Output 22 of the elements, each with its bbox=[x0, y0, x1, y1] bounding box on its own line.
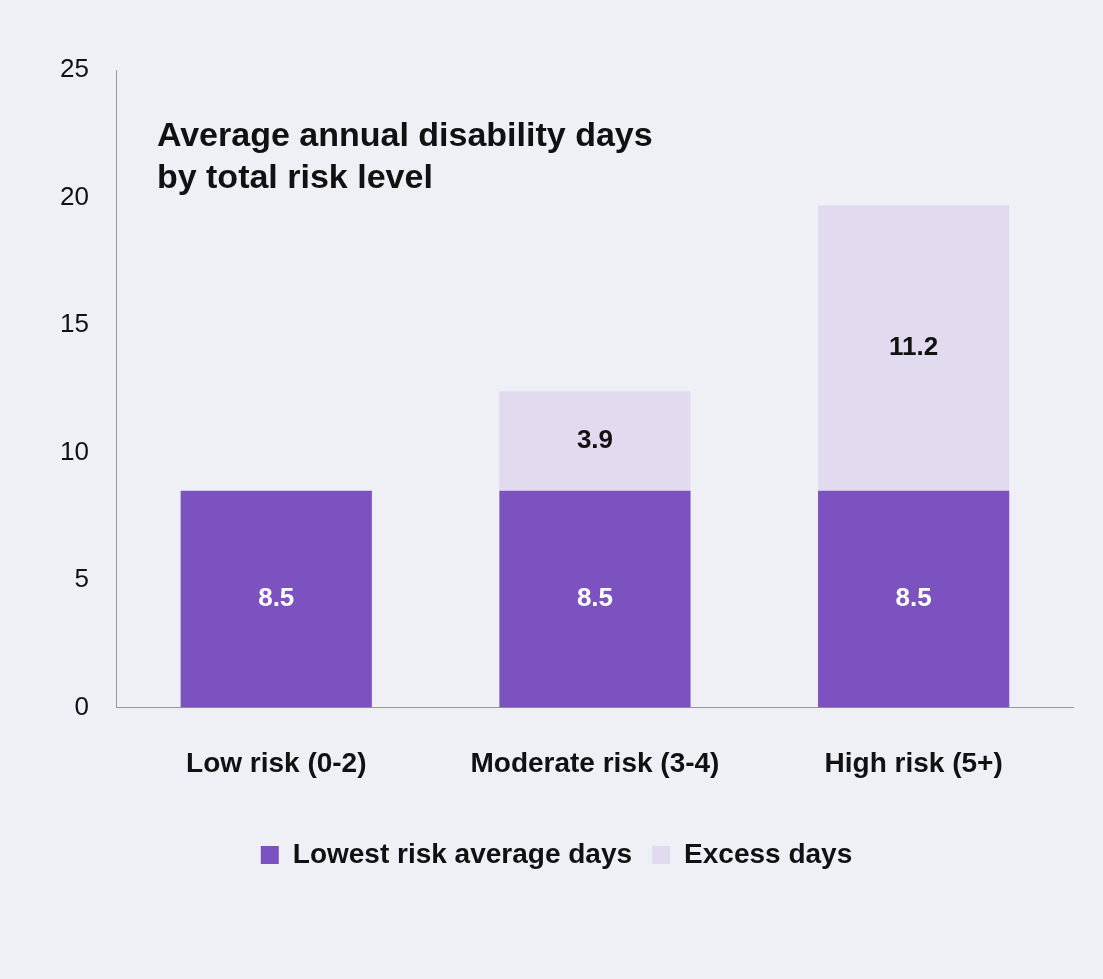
y-tick-label: 10 bbox=[60, 435, 89, 466]
data-label: 8.5 bbox=[258, 582, 295, 613]
bar bbox=[818, 205, 1010, 491]
data-label: 11.2 bbox=[889, 331, 939, 362]
x-tick-label: Moderate risk (3-4) bbox=[470, 746, 720, 778]
x-tick-label: High risk (5+) bbox=[824, 746, 1003, 778]
data-label: 8.5 bbox=[576, 582, 614, 613]
bar bbox=[499, 391, 691, 491]
legend-label: Lowest risk average days bbox=[292, 837, 633, 869]
y-tick-label: 0 bbox=[74, 690, 89, 721]
y-tick-label: 15 bbox=[60, 308, 89, 339]
bar bbox=[180, 490, 372, 708]
text: Average annual disability days by total risk level bbox=[156, 115, 653, 196]
data-label: 3.9 bbox=[576, 424, 614, 455]
x-tick-label: Low risk (0-2) bbox=[186, 746, 367, 778]
y-tick-label: 20 bbox=[60, 180, 89, 211]
y-tick-label: 5 bbox=[74, 563, 89, 594]
legend-label: Excess days bbox=[684, 837, 853, 869]
y-tick-label: 25 bbox=[60, 53, 89, 84]
bar bbox=[499, 490, 691, 708]
bar bbox=[818, 490, 1010, 708]
data-label: 8.5 bbox=[895, 582, 932, 613]
